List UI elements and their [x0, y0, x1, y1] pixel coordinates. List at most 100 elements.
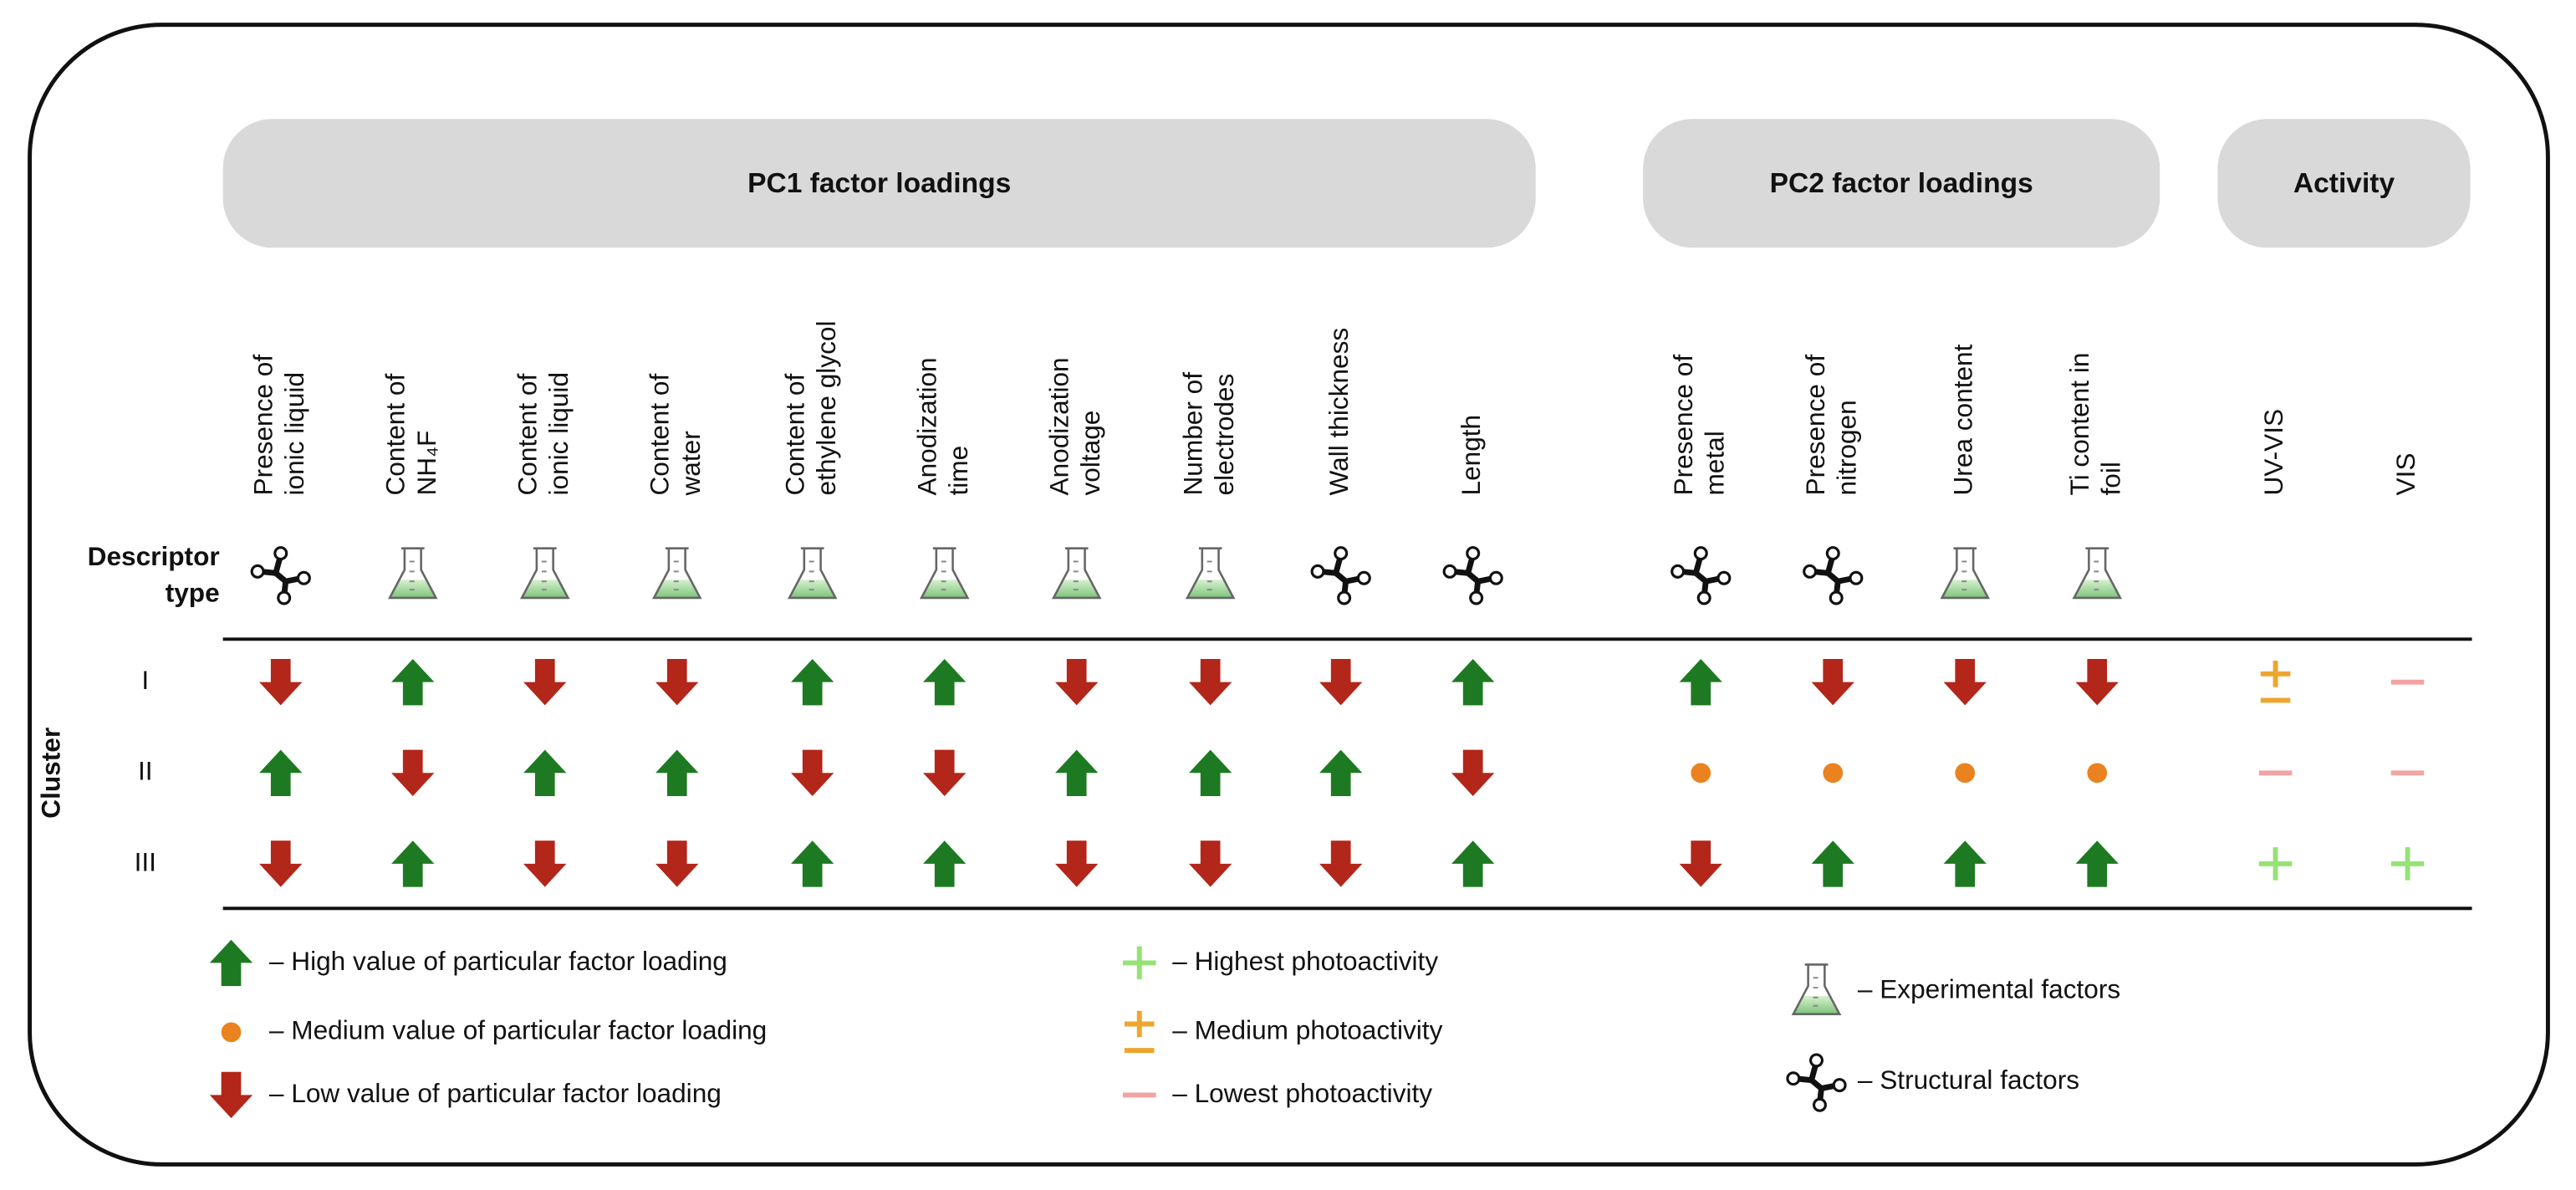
arrow-up — [1451, 840, 1495, 887]
legend-text: – Highest photoactivity — [1172, 946, 1438, 976]
plusminus — [2260, 661, 2291, 703]
symbol-down — [2075, 659, 2119, 706]
legend-text: – Low value of particular factor loading — [269, 1078, 722, 1108]
symbol-down — [655, 659, 699, 706]
flask-marks — [2094, 560, 2099, 591]
legend-text: – Medium value of particular factor load… — [269, 1015, 767, 1045]
flask — [1185, 547, 1236, 600]
column-label: electrodes — [1209, 374, 1239, 496]
symbol-up — [1679, 659, 1722, 706]
arrow-down — [1451, 749, 1495, 796]
flask-marks — [409, 560, 415, 591]
arrow-up — [391, 840, 435, 887]
arrow-up — [655, 749, 699, 796]
column-label: Anodization — [911, 357, 941, 495]
symbol-up — [1055, 749, 1099, 796]
row-header: type — [166, 577, 220, 607]
flask — [787, 547, 838, 600]
arrow-up — [791, 659, 834, 706]
symbol-up — [523, 749, 567, 796]
symbol-structure — [1310, 546, 1371, 605]
column-label: water — [676, 431, 706, 496]
symbol-up — [1451, 659, 1495, 706]
symbol-down — [391, 749, 435, 796]
arrow-up — [1189, 749, 1232, 796]
dot — [2087, 763, 2108, 784]
flask-marks — [1813, 977, 1819, 1007]
atom — [1671, 564, 1686, 579]
symbol-flask — [1791, 963, 1842, 1015]
column-label: Presence of — [1668, 355, 1698, 496]
symbol-flask — [1940, 547, 1991, 600]
symbol-up — [209, 939, 253, 987]
atom — [1356, 570, 1371, 585]
symbol-down — [259, 659, 303, 706]
flask-marks — [1073, 560, 1079, 591]
atom — [1466, 546, 1481, 561]
symbol-flask — [1051, 547, 1102, 600]
symbol-plus — [1123, 946, 1156, 980]
dot — [1955, 763, 1976, 784]
symbol-flask — [2072, 547, 2123, 600]
atom — [1849, 570, 1864, 585]
group-header — [222, 119, 1536, 248]
column-label: time — [943, 446, 973, 496]
symbol-up — [391, 659, 435, 706]
symbol-structure — [1442, 546, 1503, 605]
symbol-up — [1319, 749, 1363, 796]
arrow-down — [923, 749, 967, 796]
symbol-plus — [2258, 847, 2293, 881]
symbol-dot — [221, 1022, 242, 1043]
plusminus — [1124, 1010, 1155, 1054]
symbol-down — [1811, 659, 1854, 706]
flask — [919, 547, 970, 600]
symbol-plus — [2390, 847, 2425, 881]
atom — [1809, 1053, 1824, 1068]
symbol-flask — [1185, 547, 1236, 600]
symbol-down — [259, 840, 303, 887]
symbol-plusminus — [2260, 661, 2291, 703]
group-title: Activity — [2293, 168, 2395, 199]
dot — [1691, 763, 1711, 784]
atom — [250, 564, 265, 579]
group-header — [2217, 119, 2471, 248]
symbol-down — [1055, 840, 1099, 887]
arrow-down — [1319, 840, 1363, 887]
atom — [1812, 1097, 1827, 1112]
symbol-down — [923, 749, 967, 796]
atom — [1310, 564, 1325, 579]
symbol-structure — [250, 546, 311, 605]
column-label: Length — [1456, 415, 1486, 496]
arrow-up — [1679, 659, 1722, 706]
arrow-down — [209, 1071, 253, 1119]
arrow-up — [923, 659, 967, 706]
symbol-up — [1189, 749, 1232, 796]
flask-marks — [673, 560, 679, 591]
atom — [296, 570, 311, 585]
column-label: voltage — [1075, 411, 1105, 496]
arrow-up — [391, 659, 435, 706]
arrow-down — [2075, 659, 2119, 706]
symbol-flask — [919, 547, 970, 600]
flask-marks — [541, 560, 547, 591]
symbol-up — [923, 840, 967, 887]
flask-marks — [1206, 560, 1212, 591]
atom — [1696, 590, 1711, 605]
arrow-down — [1811, 659, 1854, 706]
flask-marks — [941, 560, 946, 591]
arrow-down — [391, 749, 435, 796]
dot — [1823, 763, 1844, 784]
column-label: Content of — [512, 374, 542, 496]
symbol-down — [1319, 840, 1363, 887]
cluster-name: I — [141, 665, 149, 695]
flask — [1791, 963, 1842, 1015]
arrow-up — [923, 840, 967, 887]
arrow-down — [1055, 659, 1099, 706]
symbol-up — [259, 749, 303, 796]
atom — [1469, 590, 1484, 605]
symbol-down — [209, 1071, 253, 1119]
arrow-up — [523, 749, 567, 796]
atom — [1442, 564, 1457, 579]
frame — [28, 23, 2550, 1167]
